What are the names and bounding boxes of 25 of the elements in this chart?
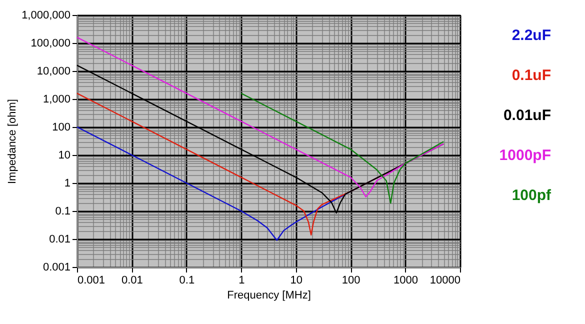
y-tick-label: 0.01 xyxy=(49,234,70,246)
x-tick-label: 100 xyxy=(342,274,360,286)
x-axis-title: Frequency [MHz] xyxy=(227,290,311,302)
y-tick-label: 0.1 xyxy=(55,206,70,218)
x-tick-label: 0.1 xyxy=(179,274,195,286)
x-tick-label: 1000 xyxy=(394,274,418,286)
y-tick-label: 10,000 xyxy=(36,66,70,78)
x-tick-label: 10000 xyxy=(430,274,460,286)
y-tick-label: 1,000,000 xyxy=(22,10,70,22)
y-tick-label: 10 xyxy=(58,150,70,162)
x-tick-label: 0.01 xyxy=(122,274,143,286)
text: 2.2uF xyxy=(512,27,551,44)
y-tick-label: 1 xyxy=(64,178,70,190)
y-axis-title: Impedance [ohm] xyxy=(6,99,19,184)
text: 0.01uF xyxy=(503,107,551,124)
y-tick-label: 100,000 xyxy=(30,38,70,50)
y-tick-label: 1,000 xyxy=(42,94,70,106)
text: 1000pF xyxy=(499,147,551,164)
x-tick-label: 10 xyxy=(290,274,302,286)
y-tick-label: 100 xyxy=(52,122,70,134)
x-tick-label: 1 xyxy=(238,274,245,286)
text: 100pf xyxy=(512,187,552,204)
text: 0.1uF xyxy=(512,67,551,84)
x-tick-label: 0.001 xyxy=(78,274,106,286)
y-tick-label: 0.001 xyxy=(42,262,70,274)
